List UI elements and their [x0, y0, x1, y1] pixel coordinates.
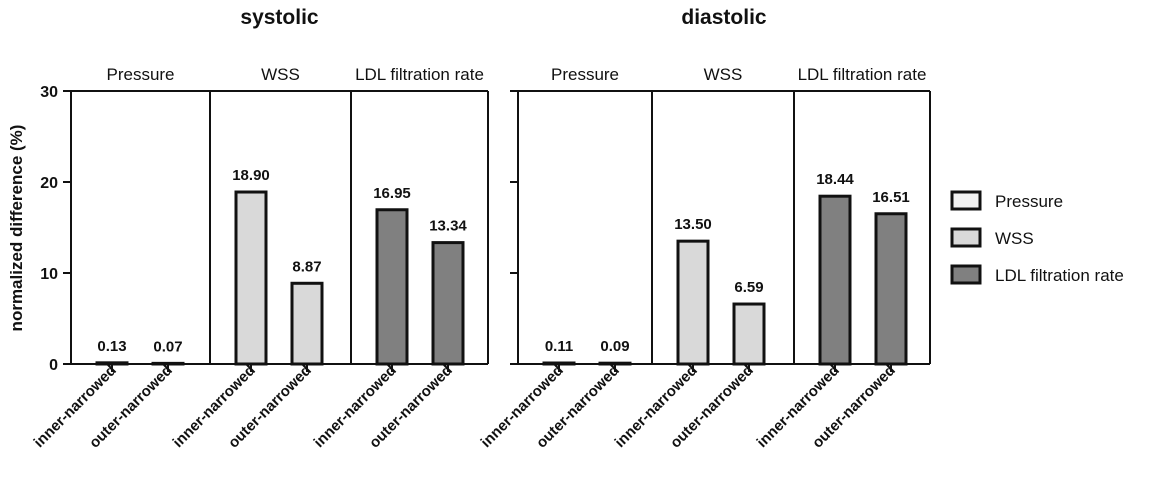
data-label: 0.13	[97, 338, 126, 355]
data-label: 18.44	[816, 171, 854, 188]
group-label: WSS	[261, 65, 300, 84]
bar	[818, 194, 852, 366]
y-tick-label: 10	[40, 266, 58, 283]
bar	[95, 361, 129, 366]
data-label: 0.09	[600, 338, 629, 355]
panel-title: diastolic	[681, 6, 767, 29]
legend-label: WSS	[995, 229, 1034, 248]
bar	[874, 212, 908, 366]
bar	[375, 208, 409, 366]
bar	[542, 361, 576, 366]
data-label: 0.11	[545, 338, 573, 355]
group-label: Pressure	[551, 65, 619, 84]
bar	[431, 241, 465, 366]
bar	[598, 361, 632, 366]
data-label: 16.51	[872, 189, 910, 206]
data-label: 0.07	[153, 338, 182, 355]
legend-label: LDL filtration rate	[995, 266, 1124, 285]
data-label: 16.95	[373, 185, 411, 202]
data-label: 18.90	[232, 167, 270, 184]
data-label: 8.87	[292, 258, 321, 275]
y-axis-label: normalized difference (%)	[7, 125, 26, 332]
group-label: LDL filtration rate	[798, 65, 927, 84]
panel-title: systolic	[240, 6, 319, 29]
data-label: 13.34	[429, 218, 467, 235]
data-label: 6.59	[734, 279, 763, 296]
bar	[234, 190, 268, 366]
bar	[732, 302, 766, 366]
group-label: LDL filtration rate	[355, 65, 484, 84]
data-label: 13.50	[674, 216, 712, 233]
bar	[151, 361, 185, 366]
y-tick-label: 0	[49, 357, 58, 374]
y-tick-label: 30	[40, 84, 58, 101]
bar	[290, 281, 324, 366]
legend-label: Pressure	[995, 192, 1063, 211]
legend-swatch	[950, 227, 982, 248]
legend-swatch	[950, 190, 982, 211]
group-label: WSS	[704, 65, 743, 84]
bar	[676, 239, 710, 366]
legend-swatch	[950, 264, 982, 285]
group-label: Pressure	[106, 65, 174, 84]
y-tick-label: 20	[40, 175, 58, 192]
